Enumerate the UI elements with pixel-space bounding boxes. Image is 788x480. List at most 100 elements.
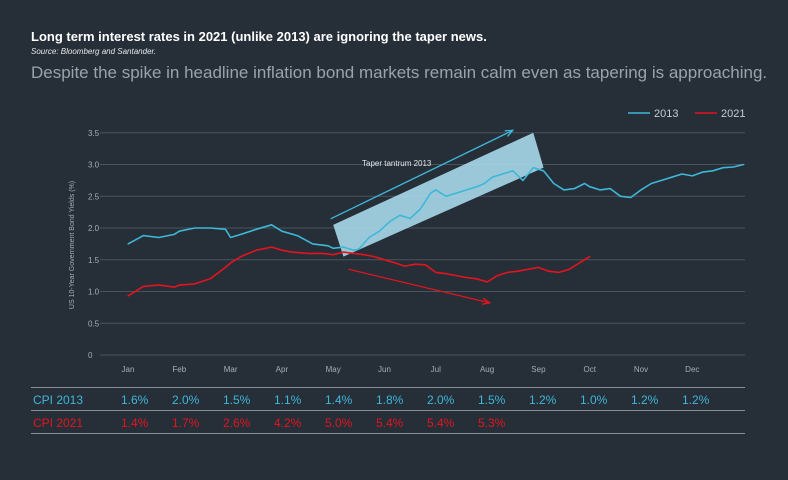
y-axis-label: US 10-Year Government Bond Yields (%) (69, 181, 76, 309)
series-point-2013 (240, 233, 242, 235)
x-tick-label: Nov (634, 365, 648, 374)
series-point-2013 (573, 188, 575, 190)
series-point-2013 (435, 189, 437, 191)
cpi-value-cell: 1.0% (580, 393, 608, 407)
series-point-2013 (389, 221, 391, 223)
series-point-2021 (465, 276, 468, 279)
y-tick-label: 0 (88, 351, 93, 360)
series-point-2021 (255, 249, 257, 251)
series-point-2021 (507, 271, 509, 274)
taper-highlight-band (333, 132, 544, 257)
cpi-value-cell: 1.2% (682, 393, 710, 407)
cpi-value-cell: 5.4% (376, 416, 404, 430)
series-point-2013 (465, 189, 468, 191)
series-point-2013 (332, 247, 334, 249)
series-point-2021 (496, 275, 498, 277)
series-point-2013 (712, 170, 714, 172)
cpi-value-cell: 5.0% (325, 416, 353, 430)
uptrend-arrow (330, 129, 514, 220)
series-point-2013 (430, 192, 432, 194)
downtrend-arrow-head (481, 297, 492, 305)
series-point-2013 (671, 176, 673, 178)
cpi-value-cell: 1.5% (478, 393, 506, 407)
cpi-2021-row: CPI 2021 1.4% 1.7% 2.6% 4.2% 5.0% 5.4% 5.4% 5.3… (31, 410, 745, 434)
cpi-value-cell: 1.1% (274, 393, 302, 407)
series-point-2021 (527, 268, 529, 270)
x-tick-label: Dec (685, 365, 699, 374)
series-point-2013 (483, 182, 486, 185)
series-point-2021 (517, 270, 519, 272)
series-point-2021 (322, 252, 324, 254)
series-point-2013 (630, 196, 632, 199)
series-point-2013 (650, 182, 652, 185)
cpi-row-label: CPI 2021 (33, 416, 84, 430)
y-tick-label: 2.0 (88, 224, 100, 233)
x-tick-label: Sep (531, 365, 546, 374)
series-point-2013 (512, 170, 514, 172)
series-point-2021 (558, 271, 560, 274)
series-point-2013 (445, 195, 447, 197)
cpi-row-label: CPI 2013 (33, 393, 84, 407)
downtrend-arrow (348, 268, 490, 304)
cpi-value-cell: 1.8% (376, 393, 404, 407)
series-point-2021 (589, 255, 591, 258)
chart-title: Long term interest rates in 2021 (unlike… (31, 29, 487, 44)
series-point-2021 (291, 251, 293, 253)
series-point-2013 (327, 245, 329, 247)
series-point-2021 (383, 259, 386, 261)
x-tick-label: May (326, 365, 341, 374)
uptrend-arrow-head (504, 129, 515, 137)
cpi-value-cell: 1.2% (529, 393, 557, 407)
series-point-2013 (501, 173, 504, 175)
cpi-value-cell: 4.2% (274, 416, 302, 430)
series-point-2021 (209, 278, 211, 280)
series-point-2013 (583, 182, 586, 185)
series-point-2021 (404, 265, 406, 267)
series-point-2021 (394, 262, 396, 264)
series-point-2013 (599, 189, 601, 191)
series-point-2013 (589, 186, 591, 188)
series-point-2013 (522, 179, 524, 181)
series-point-2021 (486, 281, 488, 283)
series-point-2013 (681, 173, 683, 175)
series-point-2013 (640, 189, 642, 191)
x-tick-label: Jul (431, 365, 441, 374)
series-point-2021 (537, 266, 540, 268)
series-point-2013 (660, 179, 663, 181)
x-tick-label: Aug (480, 365, 494, 374)
series-point-2021 (332, 254, 334, 256)
cpi-value-cell: 5.3% (478, 416, 506, 430)
series-point-2013 (142, 235, 144, 237)
series-point-2013 (158, 236, 160, 239)
legend-label-2021: 2021 (721, 108, 745, 120)
series-point-2013 (476, 186, 478, 188)
series-point-2013 (532, 167, 534, 169)
x-tick-label: Oct (583, 365, 596, 374)
series-point-2021 (127, 295, 129, 297)
y-tick-label: 1.0 (88, 288, 100, 297)
y-tick-label: 1.5 (88, 256, 100, 265)
x-tick-label: Jan (122, 365, 135, 374)
series-point-2021 (230, 262, 232, 264)
cpi-2013-row: CPI 2013 1.6% 2.0% 1.5% 1.1% 1.4% 1.8% 2.0% 1.5… (31, 387, 745, 410)
series-point-2021 (455, 275, 457, 277)
series-point-2021 (414, 263, 416, 265)
series-point-2021 (445, 273, 447, 275)
series-point-2021 (173, 286, 175, 288)
x-tick-label: Apr (276, 365, 289, 374)
series-point-2013 (691, 175, 693, 177)
cpi-value-cell: 2.6% (223, 416, 251, 430)
series-point-2021 (306, 252, 309, 254)
series-point-2013 (399, 214, 401, 216)
series-point-2013 (255, 228, 257, 230)
cpi-value-cell: 5.4% (427, 416, 455, 430)
series-point-2021 (424, 264, 427, 266)
series-point-2013 (271, 224, 273, 226)
series-point-2013 (342, 246, 345, 248)
series-point-2021 (548, 270, 550, 272)
y-tick-label: 2.5 (88, 192, 100, 201)
x-tick-label: Mar (224, 365, 238, 374)
annotation-taper-tantrum: Taper tantrum 2013 (362, 159, 432, 168)
series-point-2021 (568, 268, 570, 270)
series-point-2013 (491, 176, 493, 178)
